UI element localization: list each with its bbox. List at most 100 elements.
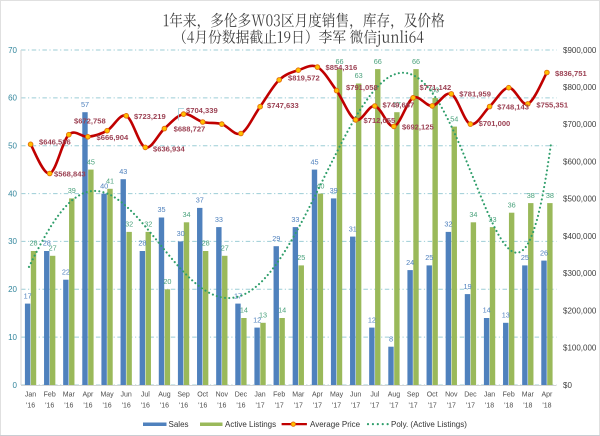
svg-text:Jan: Jan xyxy=(484,392,495,399)
svg-text:'16: '16 xyxy=(160,403,169,410)
svg-text:$900,000: $900,000 xyxy=(563,46,597,55)
svg-text:13: 13 xyxy=(502,311,510,320)
svg-text:28: 28 xyxy=(138,239,146,248)
svg-text:57: 57 xyxy=(81,100,89,109)
svg-text:$723,219: $723,219 xyxy=(134,112,166,121)
svg-text:17: 17 xyxy=(234,291,242,300)
svg-text:$749,667: $749,667 xyxy=(383,101,415,110)
svg-text:14: 14 xyxy=(278,306,286,315)
svg-text:$100,000: $100,000 xyxy=(563,344,597,353)
svg-text:Dec: Dec xyxy=(235,392,248,399)
svg-text:$672,758: $672,758 xyxy=(74,116,106,125)
svg-text:25: 25 xyxy=(521,253,529,262)
svg-text:$692,125: $692,125 xyxy=(402,123,434,132)
svg-text:63: 63 xyxy=(355,71,363,80)
svg-text:$819,572: $819,572 xyxy=(288,74,320,83)
svg-text:28: 28 xyxy=(29,239,37,248)
svg-text:54: 54 xyxy=(450,114,458,123)
svg-text:25: 25 xyxy=(297,253,305,262)
svg-text:'17: '17 xyxy=(313,403,322,410)
svg-text:29: 29 xyxy=(272,234,280,243)
svg-text:'16: '16 xyxy=(198,403,207,410)
svg-text:Mar: Mar xyxy=(522,392,535,399)
svg-text:'16: '16 xyxy=(179,403,188,410)
svg-text:28: 28 xyxy=(202,239,210,248)
svg-text:13: 13 xyxy=(259,311,267,320)
svg-text:'16: '16 xyxy=(26,403,35,410)
svg-text:14: 14 xyxy=(483,306,491,315)
svg-text:Jun: Jun xyxy=(121,392,132,399)
svg-text:$688,727: $688,727 xyxy=(174,124,206,133)
svg-text:'17: '17 xyxy=(389,403,398,410)
svg-text:'16: '16 xyxy=(236,403,245,410)
svg-text:$0: $0 xyxy=(563,381,572,390)
svg-text:0: 0 xyxy=(13,381,18,390)
svg-text:Oct: Oct xyxy=(197,392,208,399)
svg-text:$712,055: $712,055 xyxy=(364,116,396,125)
svg-text:'16: '16 xyxy=(217,403,226,410)
svg-text:32: 32 xyxy=(444,220,452,229)
svg-text:'17: '17 xyxy=(466,403,475,410)
svg-text:33: 33 xyxy=(215,215,223,224)
svg-text:17: 17 xyxy=(24,291,32,300)
svg-text:$700,000: $700,000 xyxy=(563,120,597,129)
svg-text:Nov: Nov xyxy=(216,392,229,399)
svg-text:26: 26 xyxy=(540,248,548,257)
svg-text:38: 38 xyxy=(546,191,554,200)
svg-text:Jul: Jul xyxy=(141,392,150,399)
svg-text:20: 20 xyxy=(163,277,171,286)
svg-text:43: 43 xyxy=(119,167,127,176)
svg-text:Aug: Aug xyxy=(158,392,171,399)
svg-text:66: 66 xyxy=(335,57,343,66)
svg-text:60: 60 xyxy=(8,94,17,103)
svg-text:40: 40 xyxy=(100,181,108,190)
svg-text:'17: '17 xyxy=(370,403,379,410)
svg-text:20: 20 xyxy=(8,285,17,294)
svg-text:Mar: Mar xyxy=(292,392,305,399)
svg-text:25: 25 xyxy=(425,253,433,262)
svg-text:$300,000: $300,000 xyxy=(563,269,597,278)
svg-text:32: 32 xyxy=(125,220,133,229)
svg-text:$791,058: $791,058 xyxy=(346,83,378,92)
svg-text:34: 34 xyxy=(469,210,477,219)
svg-text:$400,000: $400,000 xyxy=(563,232,597,241)
svg-text:Sep: Sep xyxy=(407,392,420,399)
svg-text:Jul: Jul xyxy=(370,392,379,399)
svg-text:10: 10 xyxy=(8,333,17,342)
svg-text:Sep: Sep xyxy=(177,392,190,399)
svg-text:32: 32 xyxy=(144,220,152,229)
svg-text:'17: '17 xyxy=(408,403,417,410)
svg-text:40: 40 xyxy=(316,181,324,190)
svg-text:33: 33 xyxy=(488,215,496,224)
svg-text:37: 37 xyxy=(196,196,204,205)
svg-text:Apr: Apr xyxy=(312,392,324,399)
svg-text:$781,959: $781,959 xyxy=(459,89,491,98)
svg-text:$500,000: $500,000 xyxy=(563,195,597,204)
svg-text:$704,339: $704,339 xyxy=(186,106,218,115)
svg-text:66: 66 xyxy=(412,57,420,66)
svg-text:$747,633: $747,633 xyxy=(267,101,299,110)
svg-text:'16: '16 xyxy=(64,403,73,410)
svg-text:60: 60 xyxy=(431,86,439,95)
svg-text:May: May xyxy=(330,392,344,399)
svg-text:'18: '18 xyxy=(542,403,551,410)
svg-text:Jan: Jan xyxy=(254,392,265,399)
svg-text:'17: '17 xyxy=(351,403,360,410)
svg-text:50: 50 xyxy=(8,142,17,151)
svg-text:'16: '16 xyxy=(102,403,111,410)
svg-text:'16: '16 xyxy=(141,403,150,410)
svg-text:45: 45 xyxy=(310,157,318,166)
svg-text:'18: '18 xyxy=(504,403,513,410)
svg-text:24: 24 xyxy=(406,258,414,267)
svg-text:66: 66 xyxy=(374,57,382,66)
svg-text:'16: '16 xyxy=(122,403,131,410)
svg-text:34: 34 xyxy=(182,210,190,219)
svg-text:$771,142: $771,142 xyxy=(420,83,452,92)
svg-text:'16: '16 xyxy=(45,403,54,410)
svg-text:$200,000: $200,000 xyxy=(563,306,597,315)
svg-text:$748,143: $748,143 xyxy=(497,103,529,112)
svg-text:'17: '17 xyxy=(275,403,284,410)
svg-text:45: 45 xyxy=(87,157,95,166)
svg-text:31: 31 xyxy=(349,224,357,233)
svg-text:39: 39 xyxy=(330,186,338,195)
